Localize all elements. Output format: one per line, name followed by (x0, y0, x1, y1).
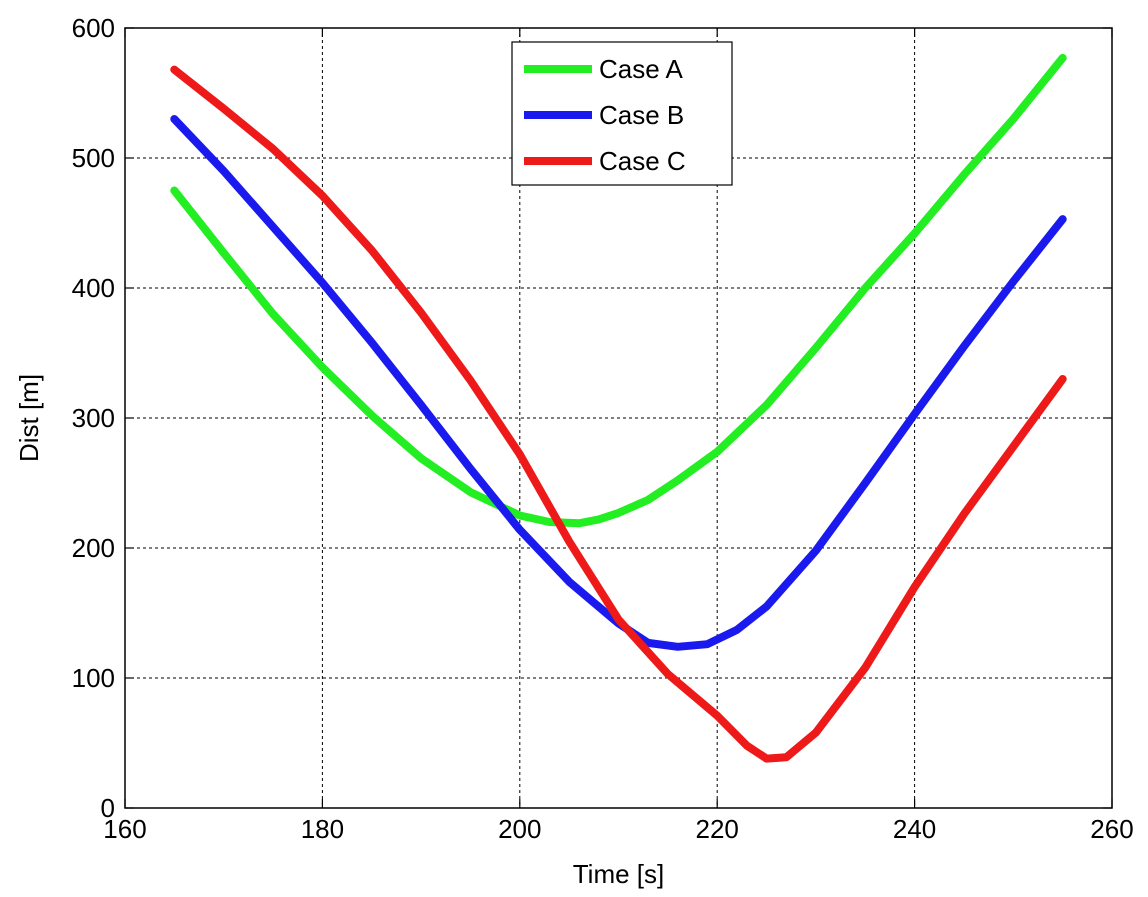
y-tick-label: 0 (101, 793, 115, 823)
legend-items: Case A Case B Case C (524, 54, 686, 176)
y-tick-label: 500 (72, 143, 115, 173)
y-tick-label: 400 (72, 273, 115, 303)
x-tick-label: 240 (893, 814, 936, 844)
legend: Case A Case B Case C (512, 42, 732, 185)
legend-label-2: Case B (599, 100, 684, 130)
y-tick-label: 300 (72, 403, 115, 433)
x-tick-label: 200 (498, 814, 541, 844)
x-tick-label: 260 (1090, 814, 1133, 844)
y-tick-label: 600 (72, 13, 115, 43)
x-tick-label: 220 (696, 814, 739, 844)
legend-label-1: Case A (599, 54, 683, 84)
legend-label-3: Case C (599, 146, 686, 176)
x-tick-label: 180 (301, 814, 344, 844)
y-axis-label: Dist [m] (14, 374, 44, 462)
x-axis-label: Time [s] (573, 859, 664, 889)
y-tick-label: 200 (72, 533, 115, 563)
y-tick-label: 100 (72, 663, 115, 693)
